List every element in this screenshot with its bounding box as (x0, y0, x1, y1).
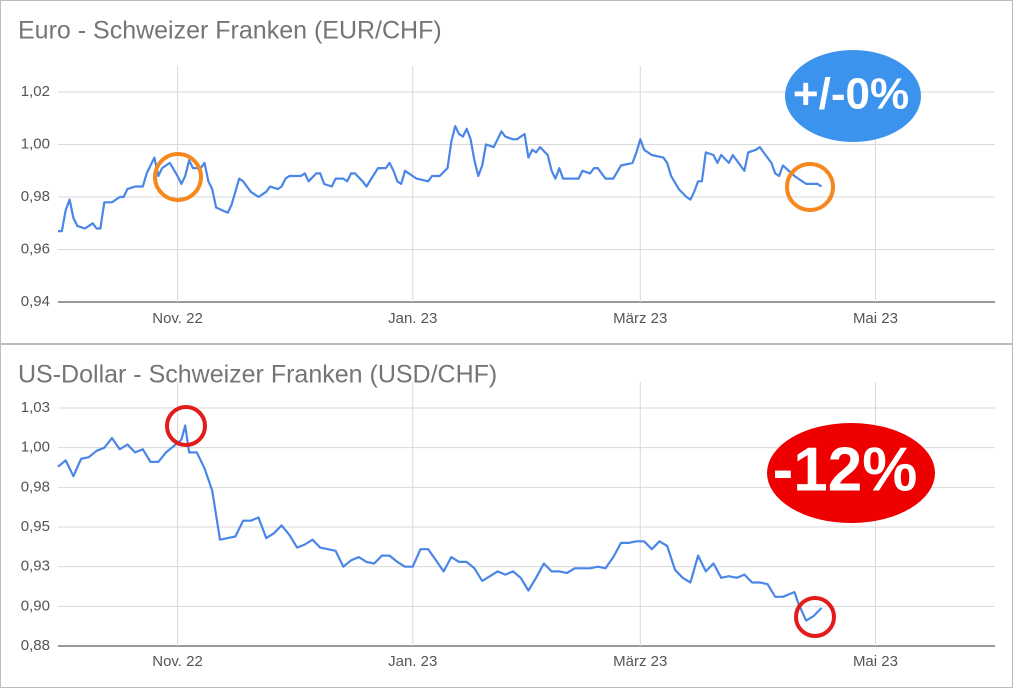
line-series (57, 424, 823, 622)
y-tick-label: 0,93 (21, 558, 50, 575)
highlight-ring (794, 596, 836, 638)
y-tick-label: 1,02 (21, 83, 50, 100)
y-tick-label: 0,96 (21, 240, 50, 257)
x-tick-label: Nov. 22 (152, 653, 203, 670)
badge-text: -12% (773, 435, 918, 504)
y-tick-label: 0,98 (21, 478, 50, 495)
chart-title: Euro - Schweizer Franken (EUR/CHF) (18, 17, 442, 45)
x-tick-label: Nov. 22 (152, 310, 203, 327)
y-tick-label: 1,00 (21, 135, 50, 152)
badge-text: +/-0% (793, 70, 909, 119)
plot: 0,88 0,90 0,93 0,95 0,98 1,00 1,03 Nov. 22 Jan. … (21, 382, 995, 670)
x-tick-label: Mai 23 (853, 310, 898, 327)
line-series (58, 125, 823, 233)
y-tick-label: 0,95 (21, 518, 50, 535)
y-tick-label: 1,03 (21, 399, 50, 416)
y-tick-label: 0,88 (21, 637, 50, 654)
highlight-ring (165, 405, 207, 447)
x-tick-label: März 23 (613, 653, 667, 670)
y-tick-label: 0,94 (21, 293, 50, 310)
x-tick-label: Jan. 23 (388, 310, 437, 327)
badge (785, 50, 921, 142)
x-tick-label: Jan. 23 (388, 653, 437, 670)
y-tick-label: 0,98 (21, 188, 50, 205)
x-tick-label: März 23 (613, 310, 667, 327)
highlight-ring (785, 162, 835, 212)
badge (767, 423, 935, 523)
highlight-ring (153, 152, 203, 202)
y-tick-label: 0,90 (21, 597, 50, 614)
chart-title: US-Dollar - Schweizer Franken (USD/CHF) (18, 361, 497, 389)
y-tick-label: 1,00 (21, 439, 50, 456)
plot: 0,94 0,96 0,98 1,00 1,02 Nov. 22 Jan. 23 März 2… (21, 66, 995, 327)
x-tick-label: Mai 23 (853, 653, 898, 670)
